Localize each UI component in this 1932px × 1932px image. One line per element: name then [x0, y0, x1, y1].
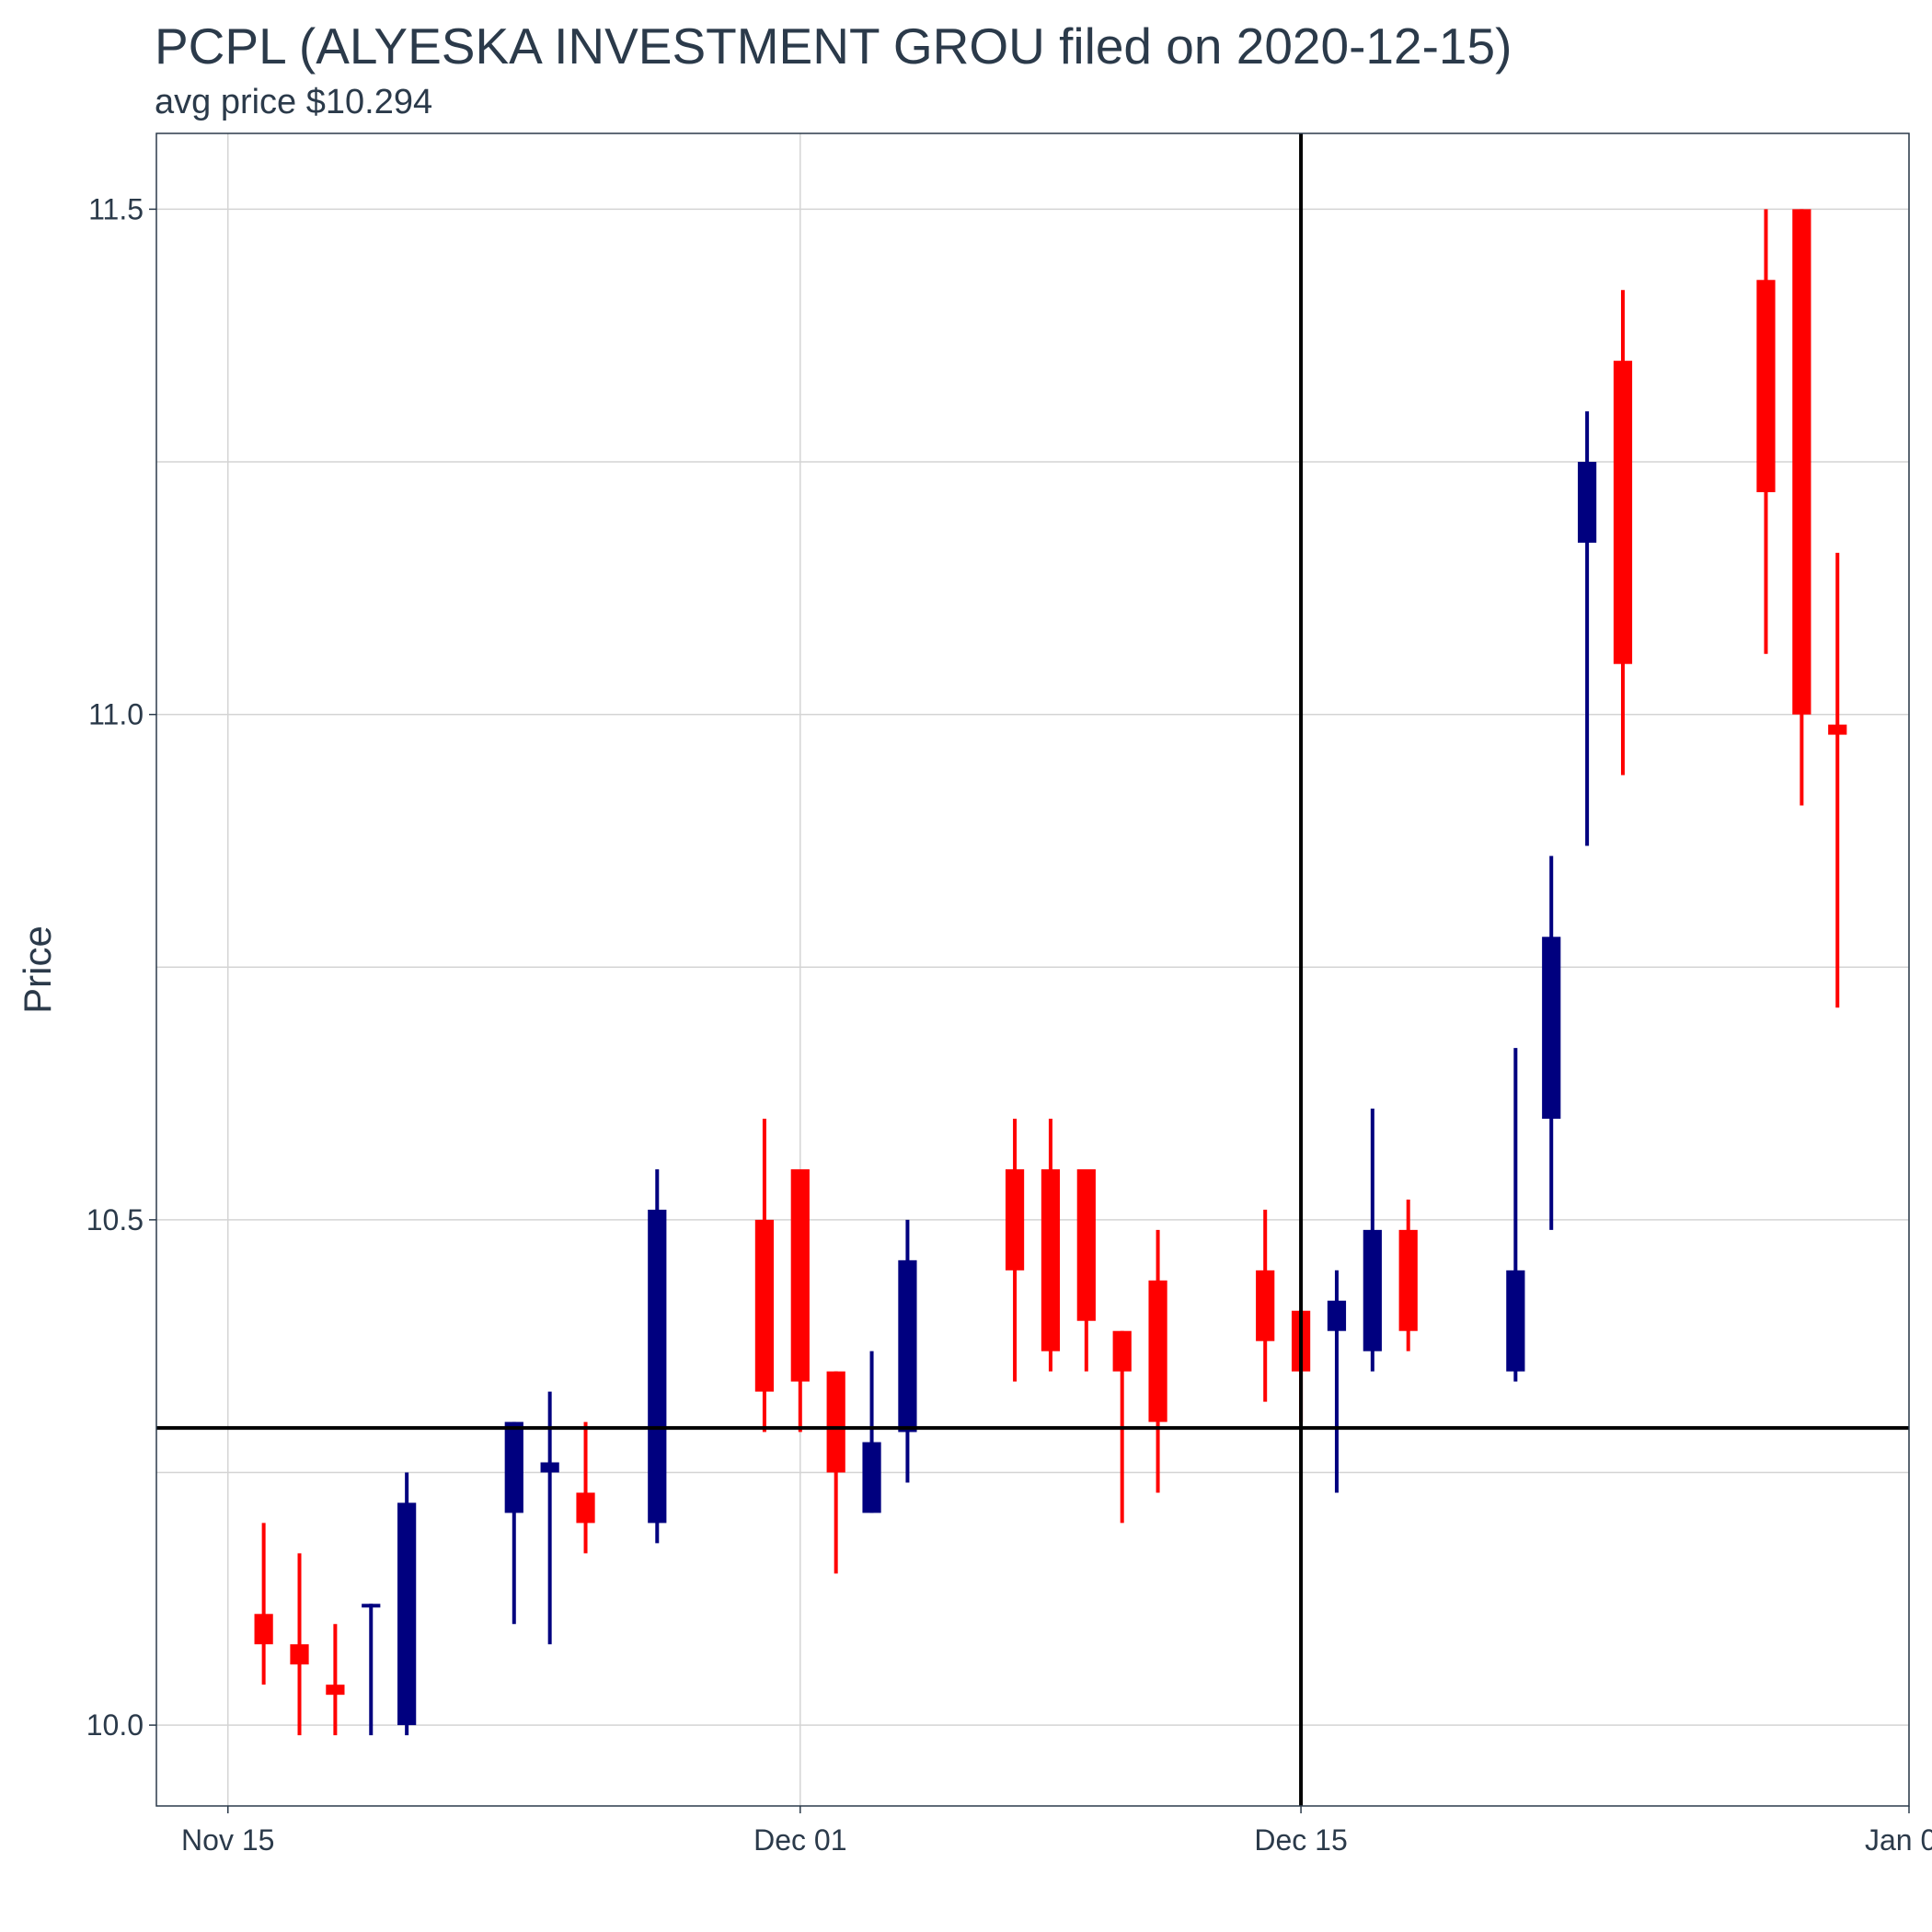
candles: [254, 209, 1847, 1736]
candle-body: [790, 1168, 810, 1382]
candle-body: [1506, 1270, 1525, 1372]
candle-body: [754, 1219, 775, 1392]
x-tick-label: Jan 01: [1865, 1823, 1932, 1857]
candle-body: [576, 1492, 595, 1524]
grid-lines: [156, 133, 1910, 1806]
candle-body: [504, 1421, 523, 1513]
y-tick-label: 10.0: [86, 1708, 144, 1742]
y-axis-title: Price: [16, 926, 59, 1014]
y-tick-label: 11.5: [88, 192, 144, 225]
candle-body: [254, 1614, 273, 1645]
candle-body: [898, 1259, 917, 1432]
candle-body: [826, 1371, 845, 1473]
candle-body: [290, 1644, 309, 1665]
candle-body: [1792, 209, 1811, 715]
x-tick-label: Dec 01: [753, 1823, 846, 1857]
chart-title: PCPL (ALYESKA INVESTMENT GROU filed on 2…: [155, 17, 1512, 75]
reference-lines: [156, 133, 1909, 1806]
candle-body: [1327, 1300, 1347, 1331]
candle-body: [326, 1685, 345, 1696]
candle-body: [1005, 1168, 1025, 1271]
candle-body: [1041, 1168, 1061, 1351]
candle-body: [1148, 1280, 1167, 1422]
candle-body: [648, 1209, 667, 1524]
candle-body: [1363, 1229, 1382, 1351]
y-tick-label: 11.0: [88, 698, 144, 731]
candle-body: [397, 1502, 417, 1726]
axes: 10.0 10.5 11.0 11.5 Nov 15 Dec 01 Dec 15 Jan 01…: [16, 192, 1932, 1857]
candle-body: [1756, 280, 1776, 492]
candle-body: [1542, 937, 1561, 1120]
candle-body: [1828, 724, 1847, 735]
candle-body: [1112, 1330, 1132, 1372]
candle-body: [362, 1604, 381, 1608]
candle-body: [1577, 462, 1597, 543]
plot-panel-border: [155, 132, 1910, 1807]
candle-body: [1076, 1168, 1096, 1321]
x-tick-label: Dec 15: [1254, 1823, 1347, 1857]
candle-body: [1256, 1270, 1275, 1341]
y-tick-label: 10.5: [86, 1203, 144, 1236]
candle-body: [862, 1442, 881, 1513]
x-tick-label: Nov 15: [181, 1823, 274, 1857]
candle-body: [1613, 361, 1633, 664]
candle-body: [1398, 1229, 1418, 1331]
candle-body: [540, 1462, 559, 1473]
chart-subtitle: avg price $10.294: [155, 83, 433, 121]
